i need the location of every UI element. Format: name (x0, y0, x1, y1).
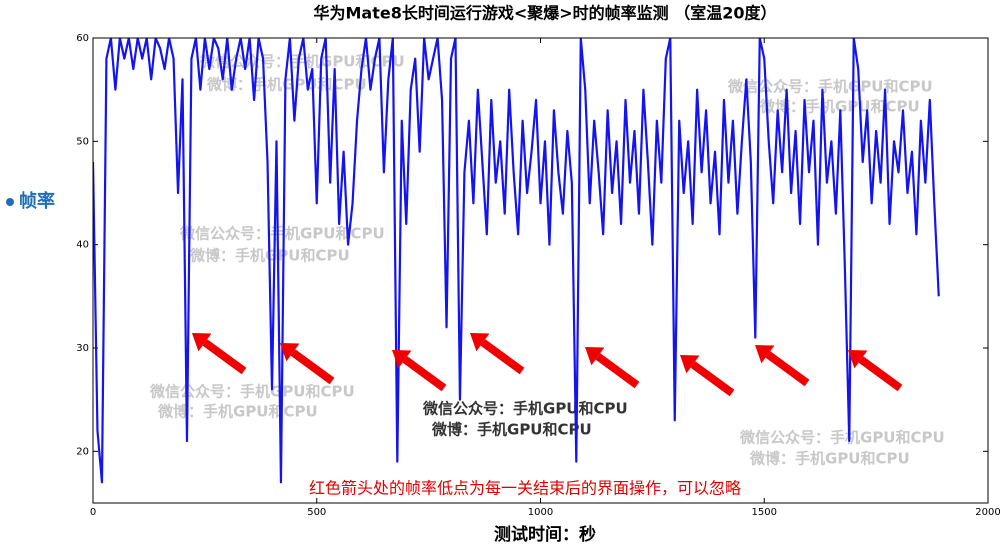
arrow-head (585, 347, 605, 366)
arrow-shaft (290, 349, 335, 385)
arrow-head (848, 350, 868, 369)
arrow-head (392, 350, 412, 369)
arrow-shaft (858, 356, 903, 392)
x-tick-label: 1500 (752, 507, 777, 518)
arrow-shaft (202, 339, 247, 375)
watermark: 微信公众号：手机GPU和CPU (739, 429, 945, 447)
arrow-head (680, 355, 700, 374)
y-tick-label: 40 (76, 240, 89, 251)
x-tick-label: 0 (90, 507, 96, 518)
watermark: 微信公众号：手机GPU和CPU (727, 78, 933, 96)
arrow-shaft (595, 353, 640, 389)
arrow-head (192, 333, 212, 352)
y-tick-label: 20 (76, 446, 89, 457)
arrow-shaft (690, 361, 735, 397)
data-line (93, 38, 940, 484)
plot-frame (92, 37, 989, 504)
y-tick-label: 30 (76, 343, 89, 354)
watermark: 微信公众号：手机GPU和CPU (149, 383, 355, 401)
x-axis-label: 测试时间：秒 (494, 524, 596, 545)
x-tick-label: 1000 (528, 507, 553, 518)
chart-title: 华为Mate8长时间运行游戏<聚爆>时的帧率监测 （室温20度） (313, 4, 776, 23)
x-tick-label: 500 (307, 507, 326, 518)
watermark: 微博：手机GPU和CPU (431, 421, 592, 439)
annotation: 红色箭头处的帧率低点为每一关结束后的界面操作，可以忽略 (309, 479, 741, 498)
arrow-head (280, 343, 300, 362)
legend-marker (6, 198, 14, 206)
y-tick-label: 60 (76, 33, 89, 44)
watermark: 微博：手机GPU和CPU (157, 403, 318, 421)
watermark: 微博：手机GPU和CPU (749, 450, 910, 468)
arrow-shaft (765, 351, 810, 387)
arrow-head (755, 345, 775, 364)
watermark: 微博：手机GPU和CPU (759, 98, 920, 116)
arrow-shaft (480, 339, 525, 375)
arrow-shaft (402, 356, 447, 392)
arrow-head (470, 333, 490, 352)
watermark: 微信公众号：手机GPU和CPU (179, 225, 385, 243)
legend-label: 帧率 (19, 190, 55, 212)
watermark: 微信公众号：手机GPU和CPU (422, 400, 628, 418)
x-tick-label: 2000 (975, 507, 1000, 518)
y-tick-label: 50 (76, 136, 89, 147)
